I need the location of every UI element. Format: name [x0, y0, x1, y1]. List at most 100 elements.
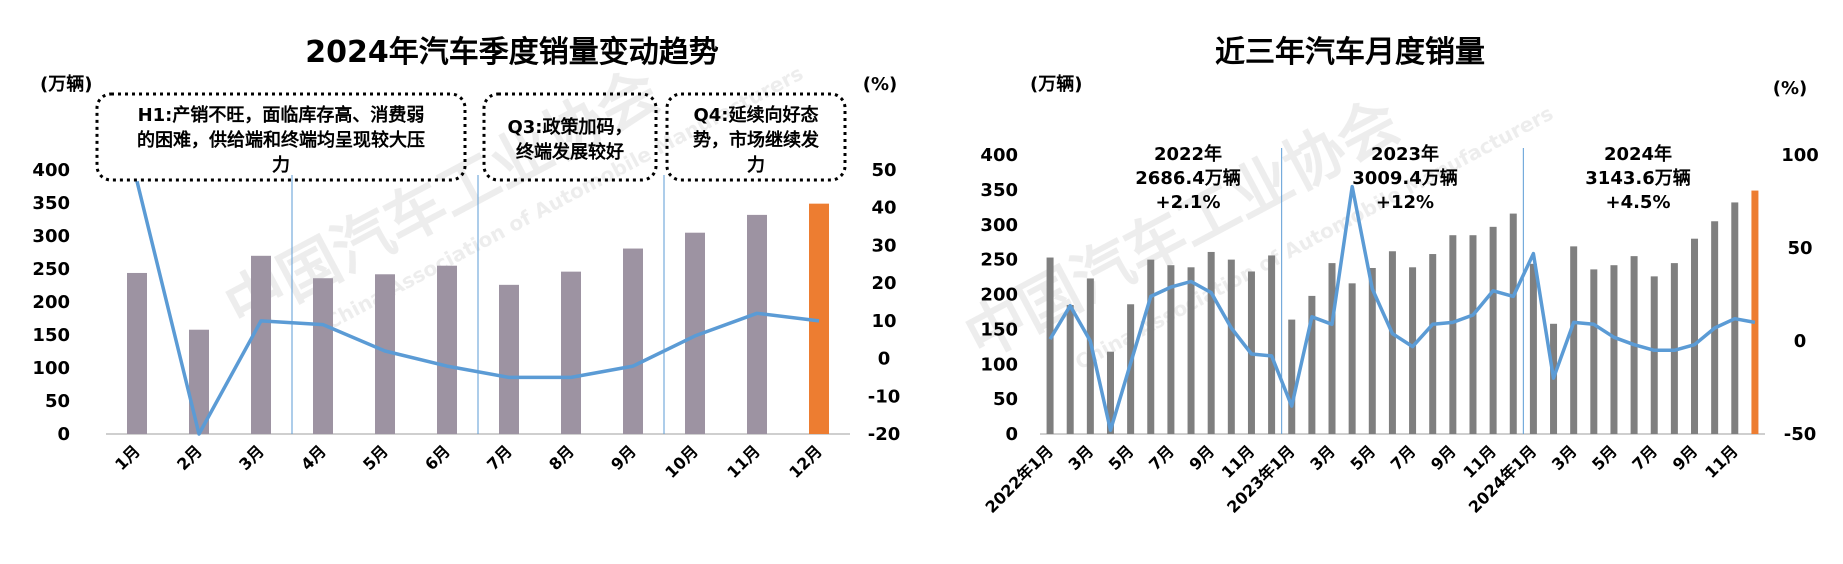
chart1-bar-8	[561, 271, 581, 434]
chart2-bar-8	[1187, 267, 1195, 434]
chart1-x-tick: 7月	[483, 441, 516, 474]
chart2-bar-22	[1469, 235, 1477, 434]
chart1-left-tick: 200	[32, 292, 70, 313]
annotation-q4: Q4:延续向好态 势，市场继续发 力	[665, 92, 847, 182]
chart2-x-tick: 3月	[1548, 441, 1581, 474]
chart1-x-tick: 10月	[661, 441, 702, 482]
chart1-right-tick: 40	[871, 198, 896, 219]
chart1-bar-4	[313, 278, 333, 434]
chart2-bar-19	[1409, 267, 1417, 434]
chart2-x-tick: 9月	[1185, 441, 1218, 474]
annotation-h1-line2: 的困难，供给端和终端均呈现较大压	[137, 129, 425, 151]
annotation-h1-line3: 力	[272, 155, 290, 176]
chart1-right-ticks: -20 -10 0 10 20 30 40 50	[868, 160, 901, 445]
chart1-right-tick: -20	[868, 424, 901, 445]
chart2-x-tick: 7月	[1628, 441, 1661, 474]
chart2-bar-31	[1650, 276, 1658, 434]
chart1-left-unit: (万辆)	[40, 73, 92, 95]
chart2-bar-7	[1167, 265, 1175, 434]
chart2-left-ticks: 0 50 100 150 200 250 300 350 400	[980, 145, 1018, 445]
chart1-left-tick: 0	[57, 424, 70, 445]
chart2-bar-25	[1529, 263, 1537, 434]
chart2-bar-13	[1288, 319, 1296, 434]
chart2-bar-6	[1147, 259, 1155, 434]
chart1-right-tick: 20	[871, 273, 896, 294]
chart2-right-ticks: -50 0 50 100	[1781, 145, 1819, 445]
chart1-x-tick: 3月	[235, 441, 268, 474]
annotation-h1-box	[95, 92, 467, 182]
chart1-left-tick: 100	[32, 358, 70, 379]
chart2-left-tick: 250	[980, 250, 1018, 271]
period-2023-total: 3009.4万辆	[1352, 167, 1457, 189]
chart1-x-tick: 2月	[173, 441, 206, 474]
chart2-bar-3	[1086, 278, 1094, 434]
chart2-left-tick: 100	[980, 354, 1018, 375]
annotation-q3-line2: 终端发展较好	[516, 141, 624, 163]
period-2024-growth: +4.5%	[1605, 192, 1670, 213]
chart1-bar-11	[747, 214, 767, 434]
chart2-x-tick: 5月	[1346, 441, 1379, 474]
chart1-bar-9	[623, 248, 643, 434]
chart2-x-tick: 9月	[1669, 441, 1702, 474]
chart1-left-tick: 400	[32, 160, 70, 181]
chart2-bar-17	[1368, 267, 1376, 434]
period-label-2024: 2024年 3143.6万辆 +4.5%	[1585, 143, 1690, 213]
annotation-q4-line3: 力	[747, 155, 765, 176]
chart2-x-tick: 5月	[1588, 441, 1621, 474]
chart2-bar-24	[1509, 213, 1517, 434]
chart1-right-tick: 30	[871, 235, 896, 256]
chart1-right-tick: 50	[871, 160, 896, 181]
chart1-growth-line	[135, 180, 820, 436]
chart2-bar-10	[1227, 259, 1235, 434]
chart2-left-tick: 200	[980, 285, 1018, 306]
chart2-right-tick: 0	[1794, 331, 1807, 352]
chart1-bar-6	[437, 265, 457, 434]
chart2-bar-36	[1751, 190, 1759, 434]
chart1-bars	[127, 203, 829, 434]
annotation-q3-box	[482, 92, 658, 182]
chart1-x-tick: 9月	[607, 441, 640, 474]
chart2-year-separators	[1281, 148, 1524, 434]
chart1-quarter-separators	[291, 175, 665, 434]
chart2-x-tick: 5月	[1105, 441, 1138, 474]
chart2-x-tick: 2022年1月	[981, 441, 1056, 516]
chart2-x-tick: 7月	[1145, 441, 1178, 474]
chart1-left-tick: 300	[32, 226, 70, 247]
chart2-right-tick: 50	[1787, 238, 1812, 259]
chart1-left-tick: 250	[32, 259, 70, 280]
chart2-bar-33	[1691, 238, 1699, 434]
chart1-left-ticks: 0 50 100 150 200 250 300 350 400	[32, 160, 70, 445]
chart2-growth-polyline	[1048, 184, 1756, 433]
chart2-bar-16	[1348, 283, 1356, 434]
chart1-title: 2024年汽车季度销量变动趋势	[305, 35, 719, 70]
chart1-bar-7	[499, 284, 519, 434]
chart1-bar-5	[375, 274, 395, 434]
chart2-bar-9	[1207, 251, 1215, 434]
period-2022-total: 2686.4万辆	[1135, 167, 1240, 189]
quarterly-trend-chart: 2024年汽车季度销量变动趋势 (万辆) (%) 050100150200250…	[32, 35, 900, 482]
annotation-h1: H1:产销不旺，面临库存高、消费弱 的困难，供给端和终端均呈现较大压 力	[95, 92, 467, 182]
chart2-bar-20	[1429, 254, 1437, 434]
period-2023-year: 2023年	[1371, 143, 1439, 165]
chart2-bar-14	[1308, 295, 1316, 434]
chart2-left-tick: 50	[993, 389, 1018, 410]
chart1-x-tick: 11月	[723, 441, 764, 482]
chart2-right-tick: -50	[1784, 424, 1817, 445]
period-2022-year: 2022年	[1154, 143, 1222, 165]
period-label-2022: 2022年 2686.4万辆 +2.1%	[1135, 143, 1240, 213]
period-label-2023: 2023年 3009.4万辆 +12%	[1352, 143, 1457, 213]
chart1-x-tick: 12月	[785, 441, 826, 482]
chart1-bar-3	[251, 255, 271, 434]
chart2-bar-28	[1590, 269, 1598, 434]
chart2-x-tick: 3月	[1306, 441, 1339, 474]
chart2-bar-4	[1106, 351, 1114, 434]
chart1-bar-12	[809, 203, 829, 434]
chart2-left-tick: 400	[980, 145, 1018, 166]
chart1-x-tick: 4月	[297, 441, 330, 474]
period-2024-total: 3143.6万辆	[1585, 167, 1690, 189]
chart1-x-tick: 1月	[111, 441, 144, 474]
chart1-left-tick: 50	[45, 391, 70, 412]
period-2024-year: 2024年	[1604, 143, 1672, 165]
